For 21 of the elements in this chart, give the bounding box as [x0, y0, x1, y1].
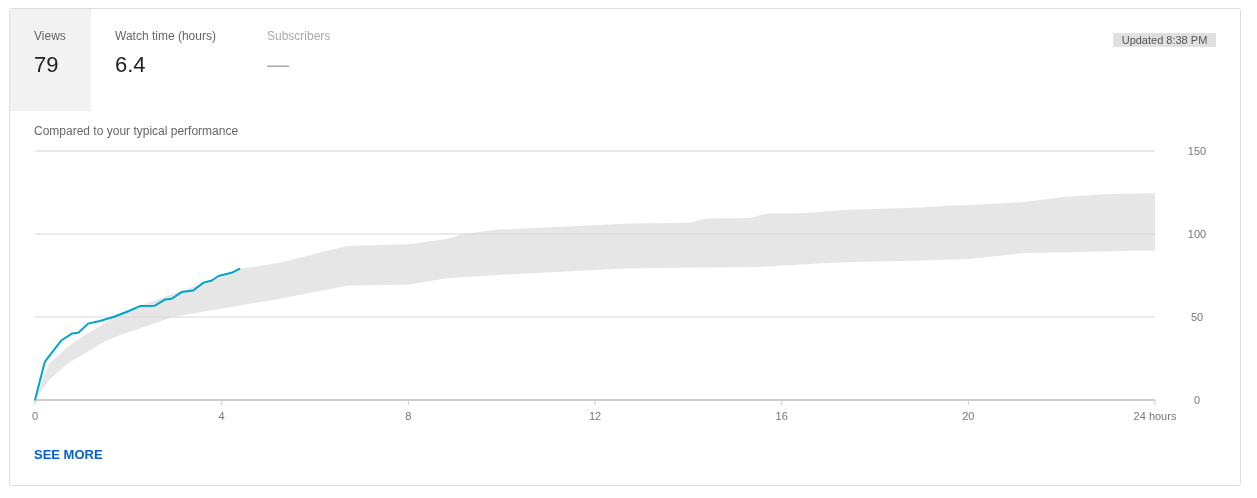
text: 6.4	[115, 52, 146, 77]
x-tick-label: 24 hours	[1133, 410, 1177, 422]
chart-title: Compared to your typical performance	[34, 124, 239, 138]
line-series	[34, 267, 241, 401]
x-tick-label: 16	[775, 410, 788, 422]
y-tick-label: 150	[1187, 145, 1207, 157]
x-tick-label: 8	[405, 410, 412, 422]
x-tick-label: 0	[31, 410, 39, 422]
y-tick-label: 50	[1190, 311, 1204, 323]
x-tick-label: 4	[218, 410, 225, 422]
y-tick-label: 100	[1187, 228, 1207, 240]
x-tick-label: 12	[588, 410, 602, 422]
text: Updated 8:38 PM	[1121, 34, 1208, 46]
text: SEE MORE	[34, 447, 103, 462]
text: Subscribers	[267, 29, 331, 43]
text: Views	[34, 29, 66, 43]
text: —	[267, 52, 289, 77]
text: Watch time (hours)	[115, 29, 216, 43]
text: 79	[34, 52, 59, 77]
y-tick-label: 0	[1193, 394, 1201, 406]
x-tick-label: 20	[962, 410, 975, 422]
